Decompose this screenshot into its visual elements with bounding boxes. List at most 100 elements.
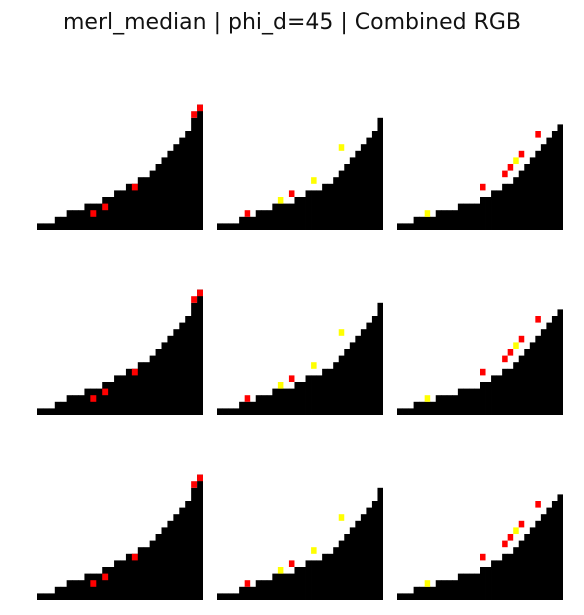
yellow-cell (513, 342, 519, 349)
filled-column (474, 388, 481, 415)
filled-column (161, 342, 168, 415)
filled-column (244, 216, 251, 230)
filled-column (96, 203, 103, 230)
filled-column (491, 375, 497, 415)
filled-column (546, 322, 553, 415)
filled-column (125, 368, 133, 415)
filled-column (137, 362, 145, 415)
filled-column (114, 190, 121, 230)
filled-column (507, 553, 514, 600)
filled-column (37, 223, 44, 230)
filled-column (322, 368, 329, 415)
filled-column (222, 408, 229, 415)
filled-column (261, 580, 268, 600)
filled-column (294, 382, 301, 415)
filled-column (90, 388, 97, 415)
filled-column (322, 183, 329, 230)
red-cell (102, 203, 109, 211)
red-cell (480, 183, 486, 191)
filled-column (179, 322, 186, 415)
filled-column (349, 527, 356, 600)
filled-column (424, 586, 431, 600)
filled-column (197, 104, 203, 230)
red-cell (502, 540, 508, 548)
filled-column (78, 210, 85, 230)
filled-column (244, 586, 251, 600)
red-cell (507, 534, 514, 541)
filled-column (371, 131, 378, 230)
filled-column (305, 560, 312, 600)
filled-column (217, 593, 223, 600)
filled-column (360, 514, 367, 600)
filled-column (408, 408, 414, 415)
filled-column (430, 586, 437, 600)
filled-column (355, 150, 362, 230)
heatmap-row1-col2 (217, 117, 383, 230)
filled-column (300, 197, 306, 230)
filled-column (143, 177, 151, 230)
heatmap-row2-col3 (397, 309, 563, 415)
filled-column (419, 586, 426, 600)
filled-column (474, 573, 481, 600)
filled-column (446, 210, 453, 230)
filled-column (191, 487, 198, 600)
filled-column (540, 514, 547, 600)
filled-column (102, 382, 109, 415)
filled-column (463, 203, 470, 230)
filled-column (441, 580, 448, 600)
panel-row2-col3 (397, 283, 563, 415)
filled-column (197, 289, 203, 415)
filled-column (173, 514, 180, 600)
filled-column (191, 302, 198, 415)
filled-column (446, 395, 453, 415)
filled-column (355, 335, 362, 415)
filled-column (217, 223, 223, 230)
filled-column (233, 593, 240, 600)
filled-column (502, 553, 509, 600)
filled-column (419, 401, 426, 415)
filled-column (96, 573, 103, 600)
filled-column (72, 580, 79, 600)
red-cell (518, 335, 525, 343)
filled-column (366, 322, 373, 415)
yellow-cell (277, 382, 284, 389)
filled-column (316, 190, 323, 230)
filled-column (322, 553, 329, 600)
filled-column (54, 586, 62, 600)
filled-column (474, 203, 481, 230)
filled-column (48, 223, 56, 230)
filled-column (311, 375, 317, 415)
filled-column (120, 375, 127, 415)
filled-column (266, 210, 273, 230)
filled-column (125, 553, 133, 600)
filled-column (496, 375, 503, 415)
filled-column (222, 223, 229, 230)
filled-column (173, 144, 180, 230)
filled-column (261, 395, 268, 415)
filled-column (233, 223, 240, 230)
filled-column (272, 388, 279, 415)
filled-column (96, 388, 103, 415)
filled-column (540, 329, 547, 415)
filled-column (54, 216, 62, 230)
filled-column (557, 309, 563, 415)
filled-column (338, 355, 345, 415)
filled-column (424, 216, 431, 230)
red-cell (244, 210, 251, 217)
filled-column (131, 368, 139, 415)
filled-column (557, 124, 563, 230)
red-cell (502, 355, 508, 363)
red-cell (480, 368, 486, 376)
filled-column (529, 527, 536, 600)
filled-column (283, 203, 290, 230)
filled-column (402, 223, 409, 230)
heatmap-row1-col1 (37, 104, 203, 230)
filled-column (371, 316, 378, 415)
filled-column (277, 388, 284, 415)
yellow-cell (311, 547, 317, 554)
filled-column (42, 408, 50, 415)
panel-row1-col2 (217, 98, 383, 230)
filled-column (255, 210, 262, 230)
filled-column (435, 395, 442, 415)
filled-column (485, 197, 492, 230)
